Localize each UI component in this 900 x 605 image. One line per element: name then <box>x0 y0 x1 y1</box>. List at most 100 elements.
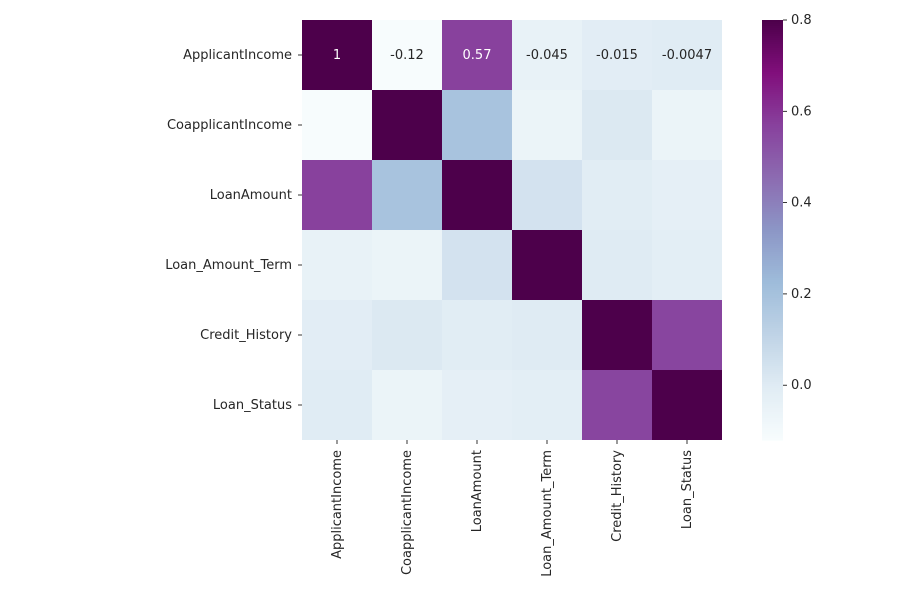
colorbar-segment <box>762 406 783 409</box>
colorbar-segment <box>762 308 783 311</box>
colorbar-segment <box>762 60 783 63</box>
cell-value-label: -0.015 <box>596 48 638 63</box>
colorbar-segment <box>762 40 783 43</box>
colorbar-segment <box>762 80 783 83</box>
colorbar-segment <box>762 90 783 93</box>
colorbar-tick-label: 0.8 <box>791 13 812 28</box>
heatmap-cell <box>302 230 372 300</box>
colorbar-segment <box>762 304 783 307</box>
heatmap-cell <box>652 90 722 160</box>
colorbar-segment <box>762 242 783 245</box>
heatmap-cell <box>302 90 372 160</box>
colorbar-segment <box>762 378 783 381</box>
colorbar-segment <box>762 94 783 97</box>
colorbar-segment <box>762 278 783 281</box>
colorbar-segment <box>762 68 783 71</box>
colorbar-segment <box>762 246 783 249</box>
colorbar-segment <box>762 92 783 95</box>
colorbar-segment <box>762 178 783 181</box>
colorbar-segment <box>762 240 783 243</box>
colorbar-segment <box>762 124 783 127</box>
colorbar-segment <box>762 48 783 51</box>
colorbar-segment <box>762 256 783 259</box>
colorbar-segment <box>762 98 783 101</box>
colorbar-segment <box>762 244 783 247</box>
heatmap-cell <box>512 300 582 370</box>
colorbar-segment <box>762 140 783 143</box>
colorbar-segment <box>762 176 783 179</box>
colorbar-segment <box>762 156 783 159</box>
colorbar-segment <box>762 24 783 27</box>
colorbar-segment <box>762 292 783 295</box>
colorbar-segment <box>762 424 783 427</box>
colorbar-segment <box>762 286 783 289</box>
colorbar-segment <box>762 254 783 257</box>
colorbar-segment <box>762 358 783 361</box>
heatmap-cell <box>442 230 512 300</box>
heatmap-cell <box>582 90 652 160</box>
colorbar-segment <box>762 184 783 187</box>
colorbar-segment <box>762 334 783 337</box>
colorbar-segment <box>762 168 783 171</box>
heatmap-cell <box>302 20 372 90</box>
colorbar-segment <box>762 182 783 185</box>
colorbar-segment <box>762 180 783 183</box>
colorbar-segment <box>762 372 783 375</box>
colorbar-segment <box>762 250 783 253</box>
colorbar-segment <box>762 262 783 265</box>
colorbar-segment <box>762 214 783 217</box>
colorbar: 0.8 0.6 0.4 0.2 0.0 <box>762 13 812 441</box>
colorbar-segment <box>762 320 783 323</box>
cell-value-label: 0.57 <box>463 48 492 63</box>
colorbar-segment <box>762 22 783 25</box>
heatmap-cell <box>372 300 442 370</box>
heatmap-cell <box>442 20 512 90</box>
colorbar-segment <box>762 310 783 313</box>
colorbar-segment <box>762 150 783 153</box>
colorbar-segment <box>762 160 783 163</box>
colorbar-segment <box>762 52 783 55</box>
colorbar-segment <box>762 136 783 139</box>
colorbar-segment <box>762 158 783 161</box>
colorbar-segment <box>762 306 783 309</box>
colorbar-segment <box>762 300 783 303</box>
colorbar-segment <box>762 66 783 69</box>
x-tick-label: CoapplicantIncome <box>400 450 415 575</box>
colorbar-segment <box>762 316 783 319</box>
colorbar-segment <box>762 398 783 401</box>
colorbar-segment <box>762 332 783 335</box>
heatmap-cell <box>372 20 442 90</box>
colorbar-segment <box>762 50 783 53</box>
x-tick-label: Loan_Status <box>680 450 695 529</box>
colorbar-segment <box>762 198 783 201</box>
colorbar-segment <box>762 106 783 109</box>
colorbar-segment <box>762 224 783 227</box>
colorbar-segment <box>762 348 783 351</box>
heatmap-cells <box>302 20 722 440</box>
colorbar-segment <box>762 208 783 211</box>
heatmap-cell <box>372 370 442 440</box>
colorbar-segment <box>762 272 783 275</box>
colorbar-segment <box>762 234 783 237</box>
colorbar-segment <box>762 58 783 61</box>
heatmap-cell <box>512 370 582 440</box>
colorbar-segment <box>762 436 783 439</box>
colorbar-segment <box>762 276 783 279</box>
heatmap-annotations: 1 -0.12 0.57 -0.045 -0.015 -0.0047 <box>333 48 712 63</box>
colorbar-segment <box>762 218 783 221</box>
colorbar-segment <box>762 220 783 223</box>
heatmap-cell <box>582 230 652 300</box>
colorbar-segment <box>762 402 783 405</box>
colorbar-segment <box>762 112 783 115</box>
colorbar-segment <box>762 392 783 395</box>
colorbar-segment <box>762 352 783 355</box>
colorbar-segment <box>762 192 783 195</box>
colorbar-segment <box>762 232 783 235</box>
colorbar-segment <box>762 346 783 349</box>
colorbar-segment <box>762 322 783 325</box>
colorbar-segment <box>762 74 783 77</box>
colorbar-segment <box>762 416 783 419</box>
heatmap-cell <box>582 370 652 440</box>
colorbar-segment <box>762 46 783 49</box>
